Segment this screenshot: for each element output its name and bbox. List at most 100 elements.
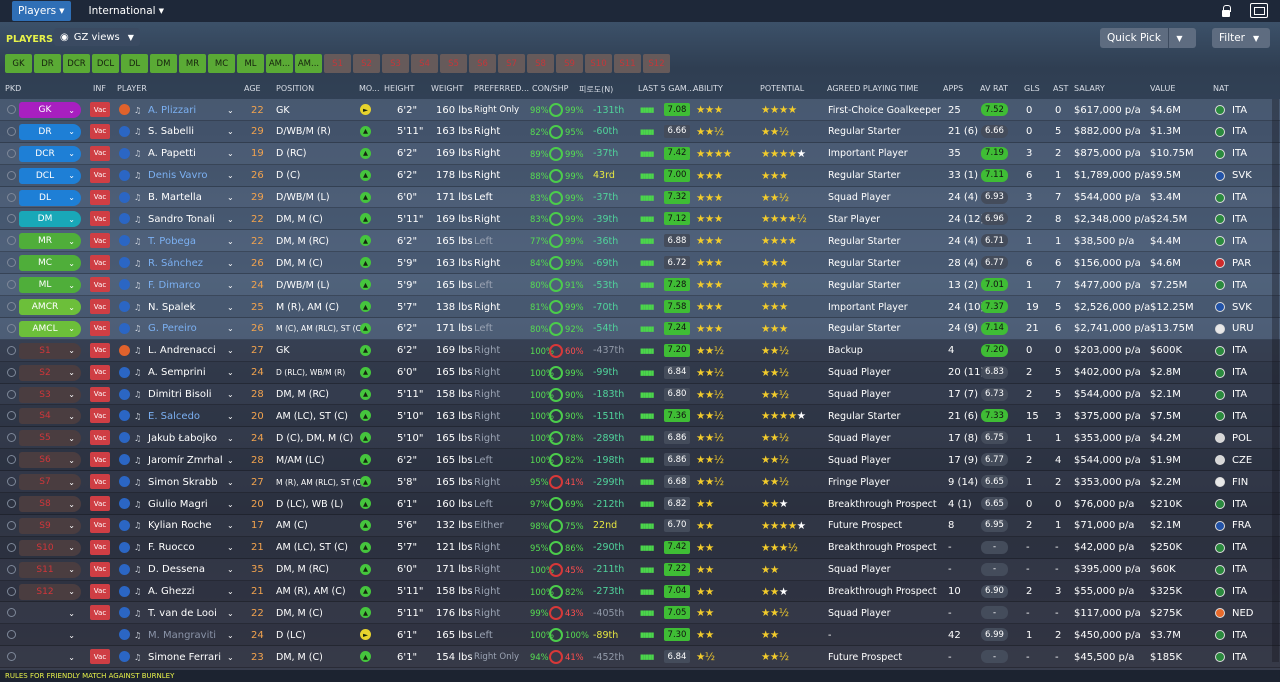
- col-playing-time[interactable]: AGREED PLAYING TIME: [827, 84, 919, 93]
- table-row[interactable]: AMCR ⌄ Vac ♫ N. Spalek ⌄ 25 M (R), AM (C) ▲ 5'7" 1…: [0, 296, 1280, 318]
- col-potential[interactable]: POTENTIAL: [760, 84, 805, 93]
- table-row[interactable]: S4 ⌄ Vac ♫ E. Salcedo ⌄ 20 AM (LC), ST (C) ▲ 5'10…: [0, 405, 1280, 428]
- position-picker[interactable]: S12 ⌄: [19, 583, 81, 600]
- chevron-down-icon[interactable]: ⌄: [227, 455, 234, 465]
- player-name[interactable]: F. Ruocco: [148, 542, 195, 554]
- select-checkbox[interactable]: [7, 280, 16, 290]
- col-nat[interactable]: NAT: [1213, 84, 1229, 93]
- table-row[interactable]: S1 ⌄ Vac ♫ L. Andrenacci ⌄ 27 GK ▲ 6'2" 169 lbs Rig…: [0, 339, 1280, 362]
- player-name[interactable]: A. Plizzari: [148, 104, 197, 116]
- chevron-down-icon[interactable]: ⌄: [227, 105, 234, 115]
- position-button[interactable]: S1: [324, 54, 351, 73]
- col-weight[interactable]: WEIGHT: [431, 84, 464, 93]
- views-dropdown[interactable]: ◉ GZ views ▼: [54, 28, 140, 46]
- table-row[interactable]: ML ⌄ Vac ♫ F. Dimarco ⌄ 24 D/WB/M (L) ▲ 5'9" 165 l…: [0, 274, 1280, 297]
- chevron-down-icon[interactable]: ⌄: [227, 521, 234, 531]
- position-picker[interactable]: S4 ⌄: [19, 408, 81, 425]
- position-button[interactable]: S4: [411, 54, 438, 73]
- col-inf[interactable]: INF: [93, 84, 106, 93]
- chevron-down-icon[interactable]: ⌄: [227, 587, 234, 597]
- col-morale[interactable]: MO...: [359, 84, 380, 93]
- player-name[interactable]: D. Dessena: [148, 564, 205, 576]
- player-name[interactable]: Sandro Tonali: [148, 213, 215, 225]
- col-preferred-foot[interactable]: PREFERRED...: [474, 84, 530, 93]
- tactics-board-icon[interactable]: [1250, 3, 1268, 18]
- position-picker[interactable]: S5 ⌄: [19, 430, 81, 447]
- chevron-down-icon[interactable]: ⌄: [227, 499, 234, 509]
- position-picker[interactable]: DL ⌄: [19, 189, 81, 206]
- position-button[interactable]: S5: [440, 54, 467, 73]
- position-button[interactable]: S8: [527, 54, 554, 73]
- table-row[interactable]: S11 ⌄ Vac ♫ D. Dessena ⌄ 35 DM, M (RC) ▲ 6'0" 171 …: [0, 558, 1280, 581]
- player-name[interactable]: Dimitri Bisoli: [148, 389, 212, 401]
- select-checkbox[interactable]: [7, 389, 16, 399]
- player-name[interactable]: Denis Vavro: [148, 170, 208, 182]
- table-row[interactable]: DR ⌄ Vac ♫ S. Sabelli ⌄ 29 D/WB/M (R) ▲ 5'11" 163 …: [0, 120, 1280, 143]
- position-button[interactable]: S3: [382, 54, 409, 73]
- select-checkbox[interactable]: [7, 520, 16, 530]
- chevron-down-icon[interactable]: ⌄: [227, 477, 234, 487]
- tab-players[interactable]: Players ▼: [12, 1, 71, 21]
- select-checkbox[interactable]: [7, 105, 16, 114]
- position-button[interactable]: ML: [237, 54, 264, 73]
- player-name[interactable]: Simone Ferrari: [148, 651, 222, 663]
- position-picker[interactable]: MC ⌄: [19, 255, 81, 272]
- select-checkbox[interactable]: [7, 192, 16, 202]
- chevron-down-icon[interactable]: ⌄: [227, 652, 234, 662]
- select-checkbox[interactable]: [7, 608, 16, 618]
- col-age[interactable]: AGE: [244, 84, 261, 93]
- position-picker[interactable]: S10 ⌄: [19, 539, 81, 556]
- position-picker[interactable]: S3 ⌄: [19, 386, 81, 403]
- col-ability[interactable]: ABILITY: [693, 84, 723, 93]
- chevron-down-icon[interactable]: ⌄: [227, 411, 234, 421]
- col-last5[interactable]: LAST 5 GAM...: [638, 84, 695, 93]
- filter-button[interactable]: Filter ▼: [1212, 28, 1270, 48]
- chevron-down-icon[interactable]: ⌄: [227, 302, 234, 312]
- table-row[interactable]: ⌄ Vac ♫ T. van de Looi ⌄ 22 DM, M (C) ▲ 5'11" 176…: [0, 602, 1280, 625]
- player-name[interactable]: E. Salcedo: [148, 410, 201, 422]
- position-picker[interactable]: AMCR ⌄: [19, 299, 81, 316]
- col-condition[interactable]: CON/SHP: [532, 84, 569, 93]
- table-row[interactable]: DCL ⌄ Vac ♫ Denis Vavro ⌄ 26 D (C) ▲ 6'2" 178 lbs R…: [0, 164, 1280, 187]
- position-button[interactable]: MR: [179, 54, 206, 73]
- player-name[interactable]: Simon Skrabb: [148, 476, 218, 488]
- position-button[interactable]: DR: [34, 54, 61, 73]
- table-row[interactable]: S9 ⌄ Vac ♫ Kylian Roche ⌄ 17 AM (C) ▲ 5'6" 132 lbs…: [0, 514, 1280, 537]
- col-fatigue[interactable]: 피로도(N): [579, 85, 614, 94]
- chevron-down-icon[interactable]: ⌄: [227, 565, 234, 575]
- player-name[interactable]: Giulio Magri: [148, 498, 208, 510]
- chevron-down-icon[interactable]: ⌄: [227, 193, 234, 203]
- chevron-down-icon[interactable]: ⌄: [227, 171, 234, 181]
- select-checkbox[interactable]: [7, 477, 16, 487]
- player-name[interactable]: B. Martella: [148, 192, 202, 204]
- position-button[interactable]: DL: [121, 54, 148, 73]
- position-picker[interactable]: S2 ⌄: [19, 364, 81, 381]
- position-picker[interactable]: MR ⌄: [19, 233, 81, 250]
- position-picker[interactable]: ⌄: [19, 605, 81, 621]
- position-button[interactable]: GK: [5, 54, 32, 73]
- quick-pick-button[interactable]: Quick Pick ▼: [1100, 28, 1196, 48]
- table-row[interactable]: S7 ⌄ Vac ♫ Simon Skrabb ⌄ 27 M (R), AM (RLC), S…: [0, 471, 1280, 494]
- player-name[interactable]: L. Andrenacci: [148, 345, 216, 357]
- table-row[interactable]: ⌄ Vac ♫ Simone Ferrari ⌄ 23 DM, M (C) ▲ 6'1" 154 …: [0, 646, 1280, 669]
- chevron-down-icon[interactable]: ⌄: [227, 149, 234, 159]
- table-row[interactable]: DL ⌄ Vac ♫ B. Martella ⌄ 29 D/WB/M (L) ▲ 6'0" 171 …: [0, 186, 1280, 209]
- player-name[interactable]: M. Mangraviti: [148, 629, 217, 641]
- chevron-down-icon[interactable]: ⌄: [227, 543, 234, 553]
- select-checkbox[interactable]: [7, 433, 16, 443]
- chevron-down-icon[interactable]: ▼: [1167, 28, 1190, 48]
- select-checkbox[interactable]: [7, 652, 16, 662]
- player-name[interactable]: A. Semprini: [148, 367, 206, 379]
- chevron-down-icon[interactable]: ⌄: [227, 280, 234, 290]
- player-name[interactable]: A. Papetti: [148, 148, 196, 160]
- position-picker[interactable]: ML ⌄: [19, 277, 81, 294]
- table-row[interactable]: S5 ⌄ Vac ♫ Jakub Łabojko ⌄ 24 D (C), DM, M (C) ▲…: [0, 427, 1280, 450]
- table-row[interactable]: S10 ⌄ Vac ♫ F. Ruocco ⌄ 21 AM (LC), ST (C) ▲ 5'7"…: [0, 536, 1280, 559]
- position-picker[interactable]: S7 ⌄: [19, 474, 81, 491]
- select-checkbox[interactable]: [7, 499, 16, 509]
- scrollbar[interactable]: [1272, 99, 1279, 662]
- select-checkbox[interactable]: [7, 455, 16, 465]
- position-picker[interactable]: DR ⌄: [19, 123, 81, 140]
- tab-international[interactable]: International ▼: [83, 1, 170, 21]
- chevron-down-icon[interactable]: ⌄: [227, 608, 234, 618]
